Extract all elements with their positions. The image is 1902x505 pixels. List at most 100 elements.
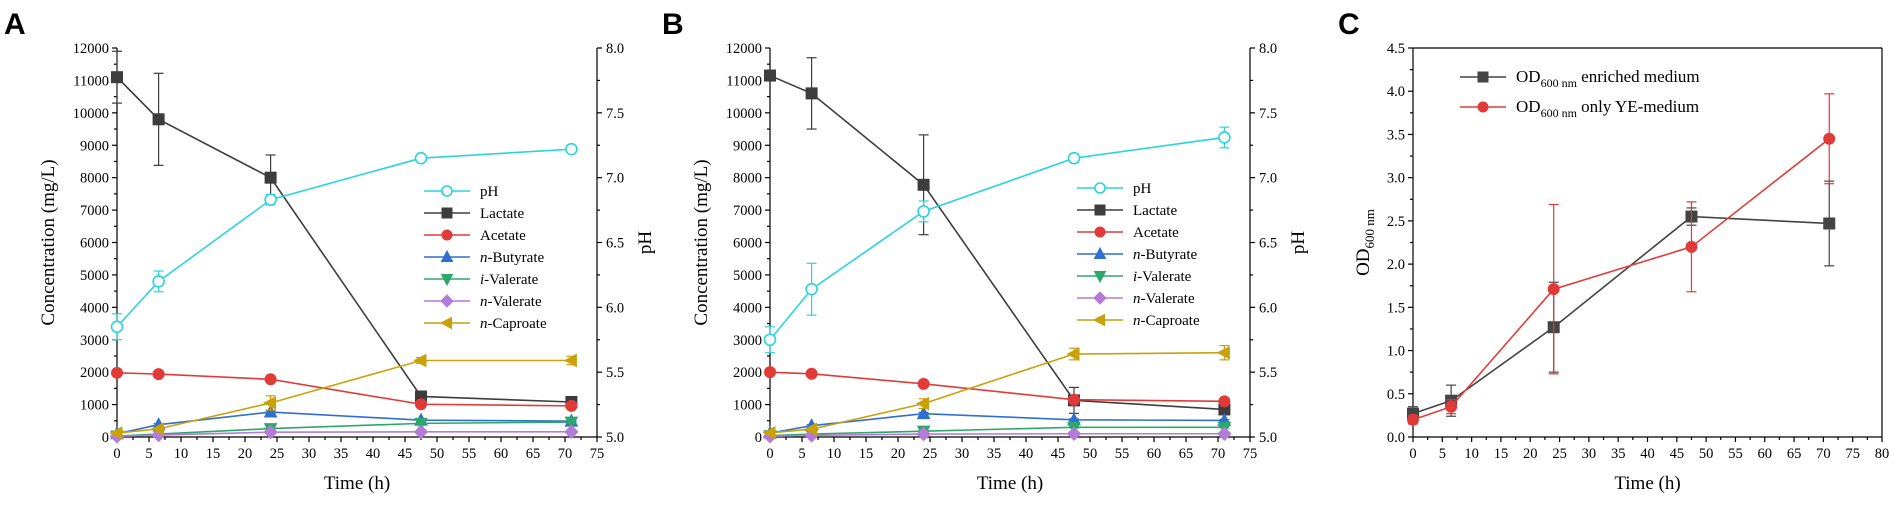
y-tick-label: 7000 — [733, 203, 762, 219]
data-point — [916, 396, 930, 411]
x-tick-label: 5 — [145, 446, 152, 462]
y-axis-title: Concentration (mg/L) — [691, 159, 712, 325]
x-tick-label: 60 — [1758, 446, 1773, 462]
data-point — [1823, 217, 1836, 230]
legend-label-rest: -Butyrate — [1141, 247, 1198, 263]
panel-b-chart: B 0 5 10 15 20 25 30 35 40 45 50 55 60 65 70 75 0 1000 2000… — [662, 8, 1309, 494]
y-axis-title-text: Concentration (mg/L) — [38, 159, 59, 325]
data-point — [109, 426, 123, 440]
x-tick-label: 50 — [430, 446, 445, 462]
x-tick-label: 5 — [798, 446, 805, 462]
y-tick-label: 1000 — [733, 398, 762, 414]
legend-label: Lactate — [480, 206, 524, 222]
series-acetate — [111, 366, 578, 412]
data-point — [264, 171, 277, 184]
legend-label-rest: -Caproate — [488, 316, 547, 332]
y2-axis-title: pH — [635, 231, 656, 255]
y-tick-label: 0 — [102, 430, 109, 446]
y-tick-label: 10000 — [73, 106, 109, 122]
y-tick-label: 6000 — [733, 236, 762, 252]
legend-marker — [1477, 101, 1489, 113]
y-tick-label: 9000 — [733, 138, 762, 154]
data-point — [111, 71, 123, 84]
series-acetate — [764, 366, 1231, 408]
x-tick-label: 0 — [766, 446, 773, 462]
data-point — [415, 398, 427, 411]
x-tick-label: 35 — [1611, 446, 1626, 462]
data-point — [917, 205, 930, 218]
legend-marker — [440, 274, 454, 287]
y-tick-label: 2.5 — [1387, 214, 1405, 230]
series-n-valerate — [109, 424, 579, 444]
y-tick-label: 5000 — [80, 268, 109, 284]
data-point — [917, 377, 930, 390]
data-point — [152, 368, 165, 381]
legend-label: pH — [1133, 181, 1152, 197]
series-line — [769, 74, 1225, 411]
x-tick-label: 75 — [590, 446, 605, 462]
legend-marker — [441, 229, 453, 241]
legend-label-rest: -Caproate — [1141, 313, 1200, 329]
x-tick-label: 65 — [1787, 446, 1802, 462]
legend-marker — [440, 249, 454, 262]
series-n-caproate — [762, 344, 1230, 440]
x-tick-label: 80 — [1875, 446, 1890, 462]
y-tick-label: 10000 — [726, 106, 762, 122]
x-tick-label: 30 — [1582, 446, 1597, 462]
data-point — [152, 113, 165, 126]
y2-tick-label: 6.0 — [1259, 300, 1277, 316]
series-n-valerate — [762, 426, 1232, 444]
legend-label: i-Valerate — [480, 272, 539, 288]
y2-tick-label: 5.5 — [606, 365, 624, 381]
x-tick-label: 65 — [526, 446, 541, 462]
y-tick-label: 8000 — [80, 171, 109, 187]
x-tick-label: 70 — [558, 446, 573, 462]
legend-label: n-Valerate — [480, 294, 542, 310]
legend-marker — [1093, 246, 1107, 259]
y-axis-title: Concentration (mg/L) — [38, 159, 59, 325]
y2-tick-label: 5.0 — [1259, 430, 1277, 446]
y-axis-title-text: Concentration (mg/L) — [691, 159, 712, 325]
legend-item-acetate: Acetate — [1077, 225, 1179, 241]
legend-item-n-valerate: n-Valerate — [1077, 291, 1195, 307]
x-tick-label: 30 — [955, 446, 970, 462]
x-tick-label: 15 — [1494, 446, 1509, 462]
data-point — [1217, 426, 1232, 441]
legend-label-prefix: n — [1133, 247, 1141, 263]
series-ph — [110, 142, 578, 341]
y2-tick-label: 7.5 — [1259, 106, 1277, 122]
x-axis-title: Time (h) — [324, 473, 390, 494]
y-tick-label: 12000 — [73, 41, 109, 57]
y-tick-label: 9000 — [80, 138, 109, 154]
y-tick-label: 6000 — [80, 236, 109, 252]
x-tick-label: 40 — [1019, 446, 1034, 462]
data-point — [110, 320, 124, 334]
y-axis-title-text: OD — [1353, 248, 1374, 275]
y-tick-label: 1.5 — [1387, 300, 1405, 316]
legend-label: n-Butyrate — [480, 250, 544, 266]
series-line — [116, 372, 572, 407]
y-tick-label: 4.0 — [1387, 84, 1405, 100]
y2-tick-label: 7.5 — [606, 106, 624, 122]
panel-letter-b: B — [662, 8, 684, 41]
x-tick-label: 10 — [1464, 446, 1479, 462]
x-tick-label: 55 — [1115, 446, 1130, 462]
legend-label-prefix: i — [1133, 269, 1137, 285]
y-tick-label: 7000 — [80, 203, 109, 219]
x-tick-label: 45 — [1670, 446, 1685, 462]
legend-item-od-only-ye-medium: OD600 nm only YE-medium — [1460, 97, 1699, 120]
legend-label-prefix: n — [480, 250, 488, 266]
y2-tick-label: 7.0 — [1259, 171, 1277, 187]
legend: pHLactateAcetaten-Butyratei-Valeraten-Va… — [424, 184, 547, 332]
legend-marker — [440, 294, 454, 308]
data-point — [1218, 395, 1231, 408]
legend-item-n-caproate: n-Caproate — [1077, 313, 1200, 329]
y-tick-label: 1000 — [80, 398, 109, 414]
y2-tick-label: 6.5 — [1259, 236, 1277, 252]
data-point — [152, 275, 165, 288]
legend-label: n-Caproate — [480, 316, 547, 332]
y-tick-label: 2000 — [80, 365, 109, 381]
y-tick-label: 4000 — [80, 300, 109, 316]
data-point — [1547, 283, 1560, 296]
